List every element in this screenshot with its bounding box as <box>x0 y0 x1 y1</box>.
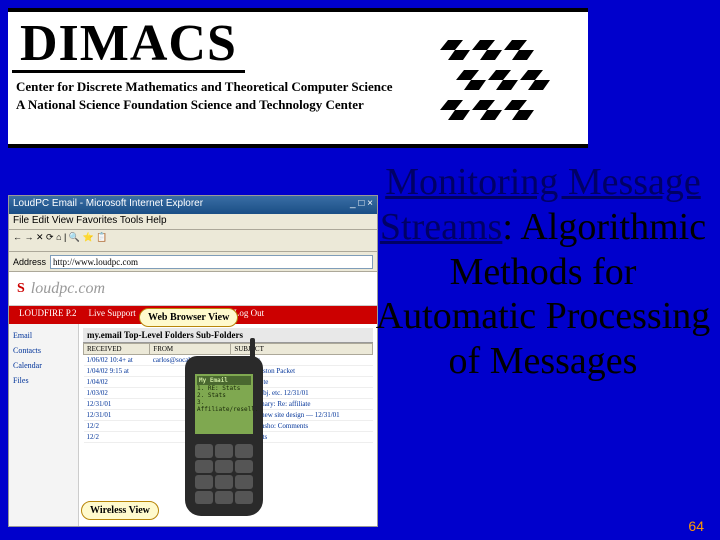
address-label: Address <box>13 257 46 267</box>
nav-item[interactable]: LOUDFIRE P.2 <box>19 308 77 322</box>
phone-screen: My Email 1. RE: Stats 2. Stats 3. Affili… <box>195 374 253 434</box>
dimacs-pattern-icon <box>438 30 558 140</box>
site-logo-text: loudpc.com <box>31 280 105 298</box>
table-cell: 1/06/02 10:4+ at <box>84 355 150 366</box>
title-colon: : <box>502 206 513 248</box>
callout-wireless-view: Wireless View <box>81 501 159 520</box>
site-logo-icon: S <box>17 281 25 297</box>
table-cell: 12/31/01 <box>84 410 150 421</box>
phone-keypad <box>195 444 253 504</box>
table-cell: 1/03/02 <box>84 388 150 399</box>
site-banner: S loudpc.com <box>9 272 377 306</box>
window-title: LoudPC Email - Microsoft Internet Explor… <box>13 198 203 212</box>
page-content: Web Browser View S loudpc.com LOUDFIRE P… <box>9 272 377 526</box>
nav-item[interactable]: Log Out <box>234 308 264 322</box>
table-cell: 12/2 <box>84 432 150 443</box>
table-cell: 12/31/01 <box>84 399 150 410</box>
address-bar: Address <box>9 252 377 272</box>
phone-line: 2. Stats <box>197 392 251 399</box>
sidebar-item[interactable]: Files <box>11 373 76 388</box>
window-titlebar: LoudPC Email - Microsoft Internet Explor… <box>9 196 377 214</box>
nav-item[interactable]: Live Support <box>89 308 136 322</box>
col-from: FROM <box>150 344 231 355</box>
header-box: DIMACS Center for Discrete Mathematics a… <box>8 8 588 148</box>
dimacs-logo: DIMACS <box>12 16 245 73</box>
table-cell: 12/2 <box>84 421 150 432</box>
phone-line: 1. RE: Stats <box>197 385 251 392</box>
toolbar: ← → ✕ ⟳ ⌂ | 🔍 ⭐ 📋 <box>9 230 377 252</box>
mobile-phone: My Email 1. RE: Stats 2. Stats 3. Affili… <box>179 356 269 526</box>
col-received: RECEIVED <box>84 344 150 355</box>
sidebar-item[interactable]: Contacts <box>11 343 76 358</box>
sidebar-item[interactable]: Email <box>11 328 76 343</box>
sidebar-item[interactable]: Calendar <box>11 358 76 373</box>
sidebar: Email Contacts Calendar Files <box>9 324 79 526</box>
mail-header-tabs: my.email Top-Level Folders Sub-Folders <box>83 328 373 343</box>
menubar: File Edit View Favorites Tools Help <box>9 214 377 230</box>
table-cell: 1/04/02 9:15 at <box>84 366 150 377</box>
page-number: 64 <box>688 518 704 534</box>
browser-screenshot: LoudPC Email - Microsoft Internet Explor… <box>8 195 378 527</box>
callout-browser-view: Web Browser View <box>139 308 238 327</box>
phone-screen-title: My Email <box>197 376 251 385</box>
address-input[interactable] <box>50 255 373 269</box>
phone-line: 3. Affiliate/resell. <box>197 399 251 413</box>
table-cell: 1/04/02 <box>84 377 150 388</box>
slide-title: Monitoring Message Streams: Algorithmic … <box>370 160 716 384</box>
